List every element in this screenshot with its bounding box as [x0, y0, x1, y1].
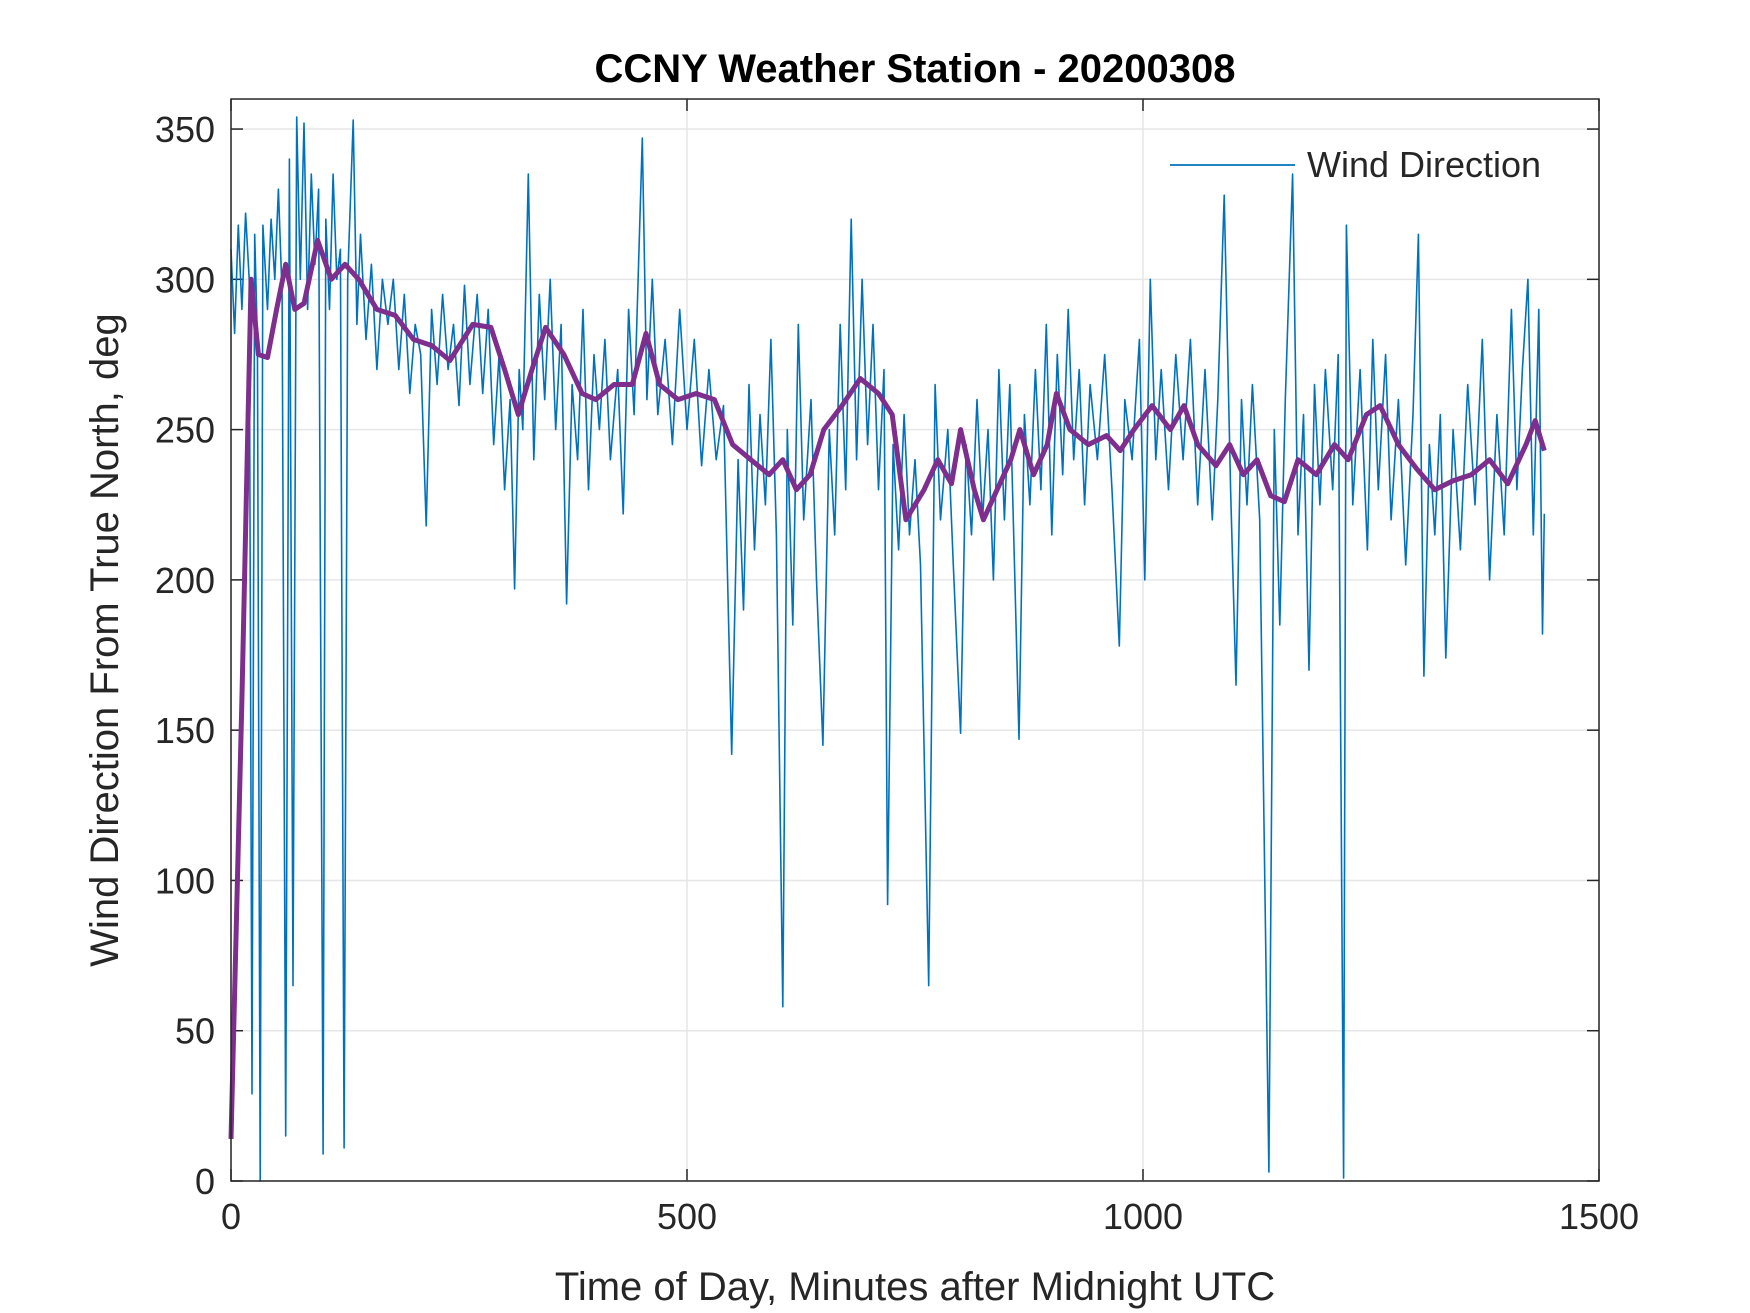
x-tick-label: 500: [657, 1196, 717, 1237]
data-line: [228, 237, 1547, 1139]
x-axis-label: Time of Day, Minutes after Midnight UTC: [555, 1265, 1275, 1309]
legend-label: Wind Direction: [1307, 144, 1541, 185]
y-tick-label: 100: [155, 860, 215, 901]
x-tick-label: 1500: [1559, 1196, 1639, 1237]
y-tick-label: 200: [155, 560, 215, 601]
data-line: [230, 116, 1546, 1182]
y-tick-label: 50: [175, 1011, 215, 1052]
y-axis-label: Wind Direction From True North, deg: [83, 313, 127, 967]
plot-frame: [230, 98, 1600, 1182]
y-tick-label: 150: [155, 710, 215, 751]
y-tick-label: 250: [155, 410, 215, 451]
y-tick-label: 350: [155, 109, 215, 150]
x-tick-label: 0: [221, 1196, 241, 1237]
x-tick-label: 1000: [1103, 1196, 1183, 1237]
chart-title: CCNY Weather Station - 20200308: [595, 47, 1236, 91]
y-tick-label: 0: [195, 1161, 215, 1202]
y-tick-label: 300: [155, 259, 215, 300]
